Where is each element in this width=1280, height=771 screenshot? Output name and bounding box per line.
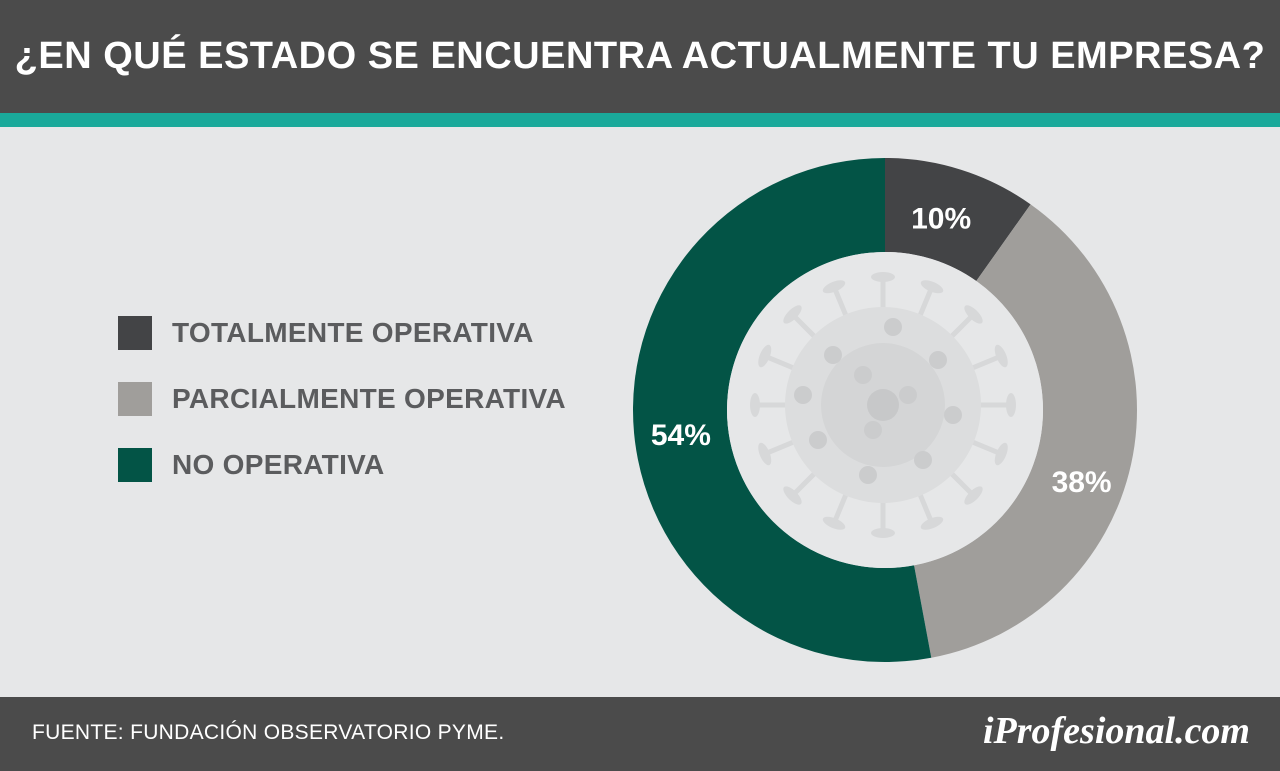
chart-title: ¿EN QUÉ ESTADO SE ENCUENTRA ACTUALMENTE … bbox=[14, 35, 1266, 77]
donut-slice bbox=[885, 158, 1031, 282]
legend-label: PARCIALMENTE OPERATIVA bbox=[172, 383, 566, 414]
legend-swatch bbox=[118, 448, 152, 482]
accent-bar bbox=[0, 113, 1280, 127]
donut-slice bbox=[914, 204, 1138, 658]
slice-label: 54% bbox=[651, 419, 711, 452]
slice-label: 38% bbox=[1052, 466, 1112, 499]
brand-logo: iProfesional.com bbox=[982, 710, 1250, 752]
slice-labels: 10% 38% 54% bbox=[651, 203, 1112, 499]
legend-label: NO OPERATIVA bbox=[172, 449, 385, 480]
legend-item: NO OPERATIVA bbox=[118, 448, 566, 482]
slice-label: 10% bbox=[911, 203, 971, 236]
legend-label: TOTALMENTE OPERATIVA bbox=[172, 317, 534, 348]
header: ¿EN QUÉ ESTADO SE ENCUENTRA ACTUALMENTE … bbox=[0, 0, 1280, 113]
source-text: FUENTE: FUNDACIÓN OBSERVATORIO PYME. bbox=[32, 721, 505, 744]
legend: TOTALMENTE OPERATIVA PARCIALMENTE OPERAT… bbox=[118, 316, 566, 514]
donut-slices bbox=[633, 158, 1138, 662]
footer: FUENTE: FUNDACIÓN OBSERVATORIO PYME. iPr… bbox=[0, 697, 1280, 771]
legend-item: PARCIALMENTE OPERATIVA bbox=[118, 382, 566, 416]
legend-item: TOTALMENTE OPERATIVA bbox=[118, 316, 566, 350]
legend-swatch bbox=[118, 382, 152, 416]
donut-slice bbox=[633, 158, 932, 662]
legend-swatch bbox=[118, 316, 152, 350]
coronavirus-icon bbox=[750, 272, 1016, 538]
